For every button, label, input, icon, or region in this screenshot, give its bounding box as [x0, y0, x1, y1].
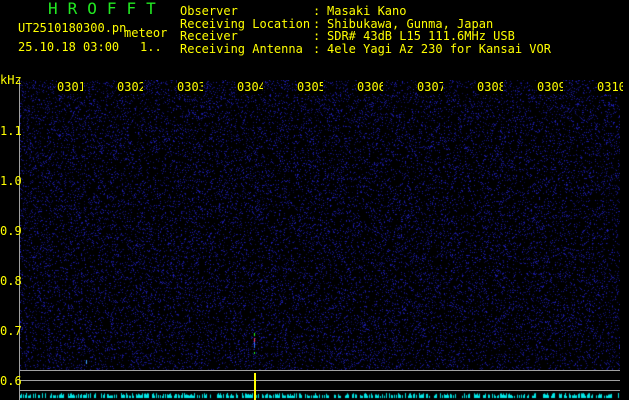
x-tick-label: 0310: [597, 80, 623, 94]
meteor-label: meteor: [124, 26, 168, 40]
meteor-count: 1..: [140, 40, 162, 54]
x-tick-label: 0303: [177, 80, 203, 94]
spectrogram: [20, 80, 620, 400]
y-axis-line: [19, 80, 20, 400]
filename: UT2510180300.pn: [18, 21, 127, 35]
y-tick-label: 0.8: [0, 274, 22, 288]
divider-line: [20, 380, 620, 381]
field-label: Receiver: [180, 29, 238, 43]
unit-label: kHz: [0, 73, 22, 87]
x-tick-label: 0305: [297, 80, 323, 94]
y-tick-label: 0.6: [0, 374, 22, 388]
field-label: Receiving Antenna: [180, 41, 303, 56]
field-separator: :: [313, 4, 321, 18]
divider-line: [20, 370, 620, 371]
field-label: Observer: [180, 4, 238, 18]
time-marker: [254, 373, 256, 400]
x-tick-label: 0302: [117, 80, 143, 94]
field-value: SDR# 43dB L15 111.6MHz USB: [327, 29, 515, 43]
x-tick-label: 0301: [57, 80, 83, 94]
y-tick-label: 1.0: [0, 174, 22, 188]
divider-line: [20, 390, 620, 391]
x-tick-label: 0307: [417, 80, 443, 94]
field-separator: :: [313, 29, 321, 43]
field-value: 4ele Yagi Az 230 for Kansai VOR: [327, 41, 551, 56]
field-value: Shibukawa, Gunma, Japan: [327, 16, 494, 31]
field-separator: :: [313, 16, 321, 31]
datetime: 25.10.18 03:00: [18, 40, 120, 54]
x-tick-label: 0308: [477, 80, 503, 94]
app-title: HROFFT: [48, 0, 166, 18]
field-label: Receiving Location: [180, 16, 311, 31]
x-tick-label: 0306: [357, 80, 383, 94]
y-tick-label: 0.7: [0, 324, 22, 338]
y-tick-label: 0.9: [0, 224, 22, 238]
field-value: Masaki Kano: [327, 4, 407, 18]
y-tick-label: 1.1: [0, 124, 22, 138]
field-separator: :: [313, 41, 321, 56]
x-tick-label: 0304: [237, 80, 263, 94]
x-tick-label: 0309: [537, 80, 563, 94]
